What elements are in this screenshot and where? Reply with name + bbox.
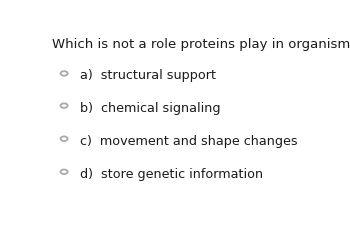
Text: b)  chemical signaling: b) chemical signaling	[80, 101, 221, 114]
Text: a)  structural support: a) structural support	[80, 69, 216, 82]
Text: d)  store genetic information: d) store genetic information	[80, 167, 264, 180]
Text: Which is not a role proteins play in organisms?: Which is not a role proteins play in org…	[52, 38, 350, 51]
Text: c)  movement and shape changes: c) movement and shape changes	[80, 134, 298, 147]
